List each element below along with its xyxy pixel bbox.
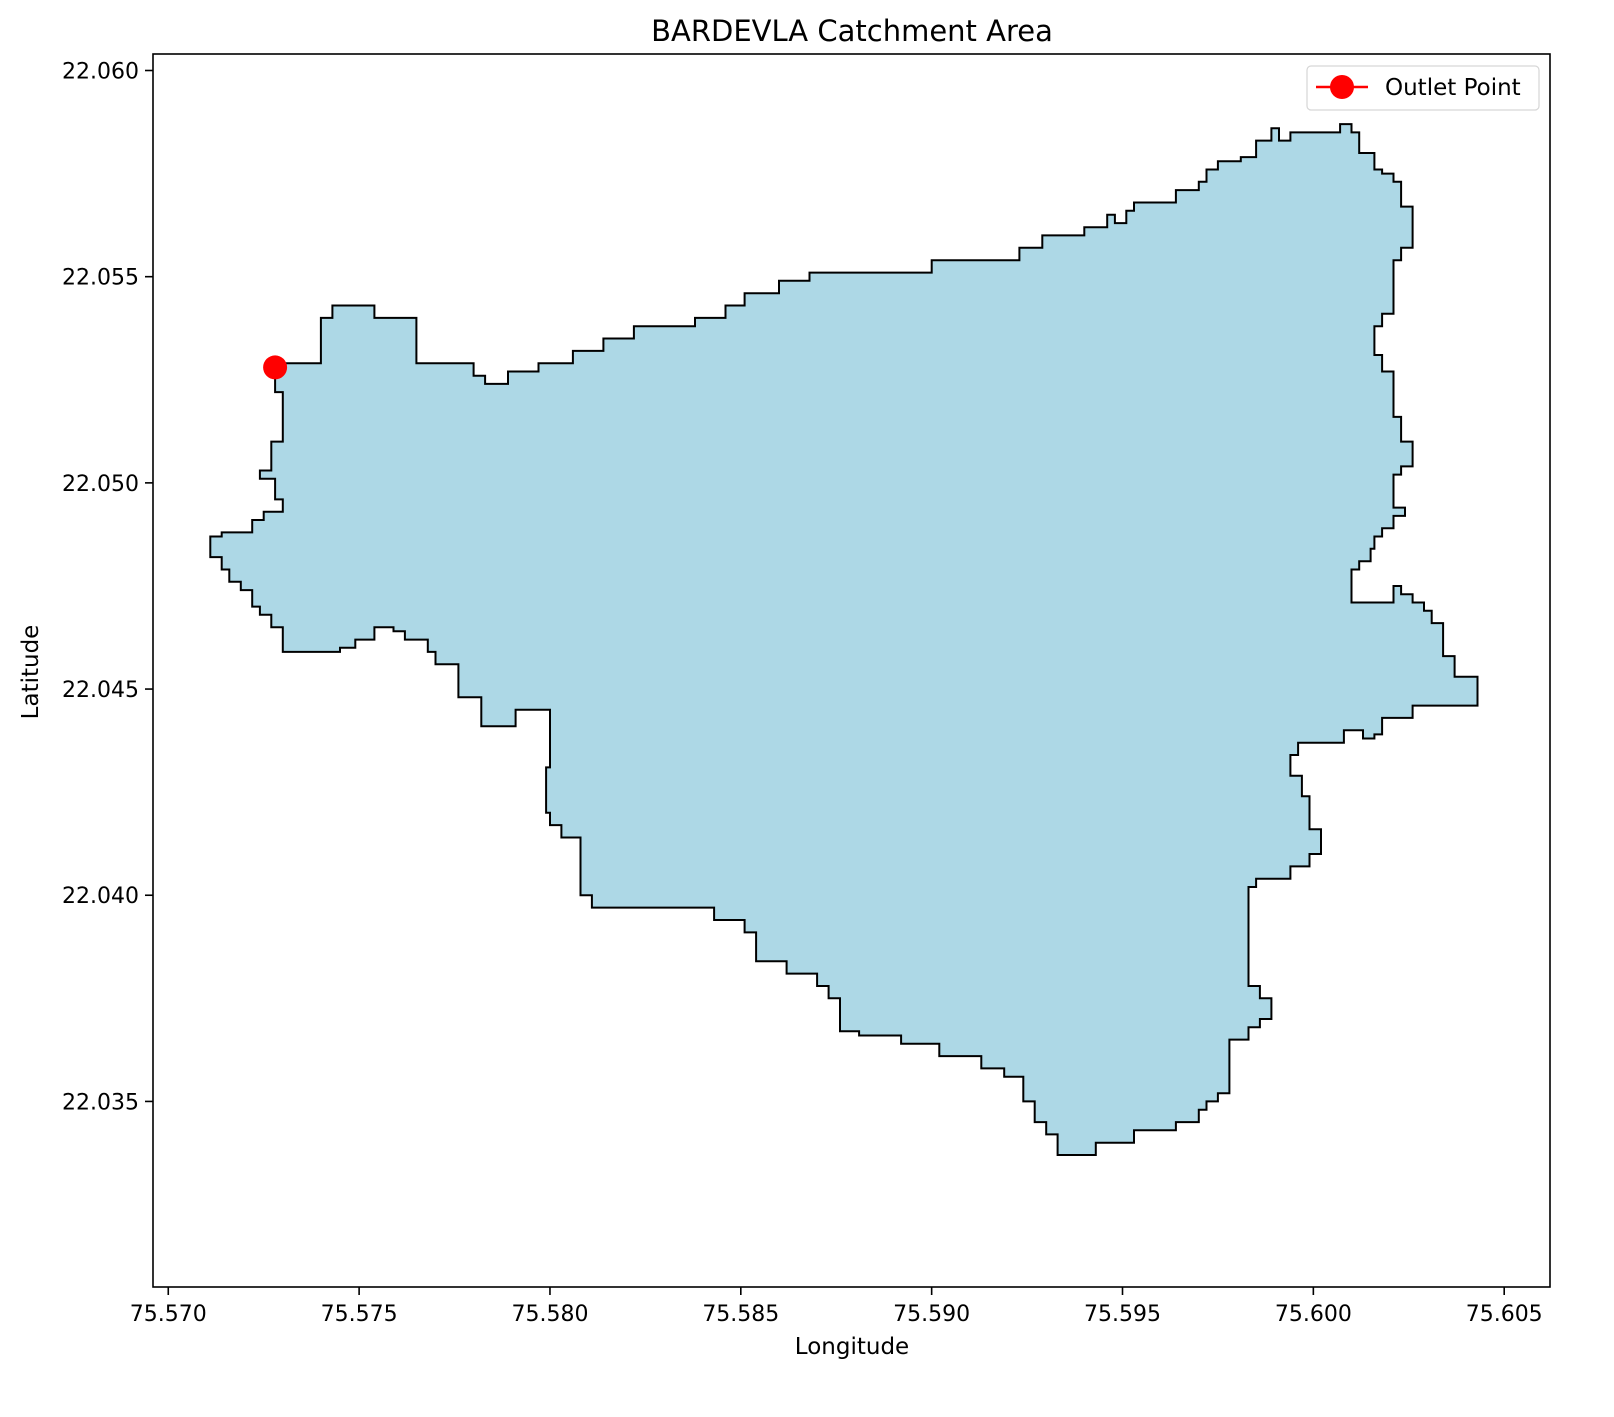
- y-tick-label: 22.055: [62, 266, 139, 291]
- outlet-point-marker: [263, 355, 288, 380]
- x-tick-label: 75.605: [1466, 1302, 1543, 1327]
- y-axis-label: Latitude: [18, 625, 44, 720]
- y-tick-label: 22.050: [62, 472, 139, 497]
- y-tick-label: 22.035: [62, 1090, 139, 1115]
- catchment-polygon: [209, 123, 1479, 1156]
- y-tick-label: 22.040: [62, 884, 139, 909]
- x-tick-label: 75.580: [511, 1302, 588, 1327]
- y-tick-label: 22.045: [62, 678, 139, 703]
- x-tick-label: 75.570: [130, 1302, 207, 1327]
- x-tick-label: 75.590: [893, 1302, 970, 1327]
- plot-area: [152, 53, 1551, 1288]
- x-tick-label: 75.595: [1084, 1302, 1161, 1327]
- plot-frame: [152, 53, 1551, 1288]
- y-axis: 22.035 22.040 22.045 22.050 22.055 22.060: [62, 59, 153, 1115]
- legend-label-outlet-point: Outlet Point: [1385, 75, 1521, 101]
- x-axis: 75.570 75.575 75.580 75.585 75.590 75.595 75.6…: [130, 1287, 1543, 1327]
- legend-marker: [1330, 75, 1354, 99]
- x-tick-label: 75.600: [1275, 1302, 1352, 1327]
- y-tick-label: 22.060: [62, 59, 139, 84]
- x-tick-label: 75.585: [702, 1302, 779, 1327]
- legend-box: [1306, 65, 1540, 111]
- chart-title: BARDEVLA Catchment Area: [651, 14, 1053, 48]
- legend: Outlet Point: [1306, 65, 1540, 111]
- x-axis-label: Longitude: [795, 1334, 909, 1360]
- x-tick-label: 75.575: [321, 1302, 398, 1327]
